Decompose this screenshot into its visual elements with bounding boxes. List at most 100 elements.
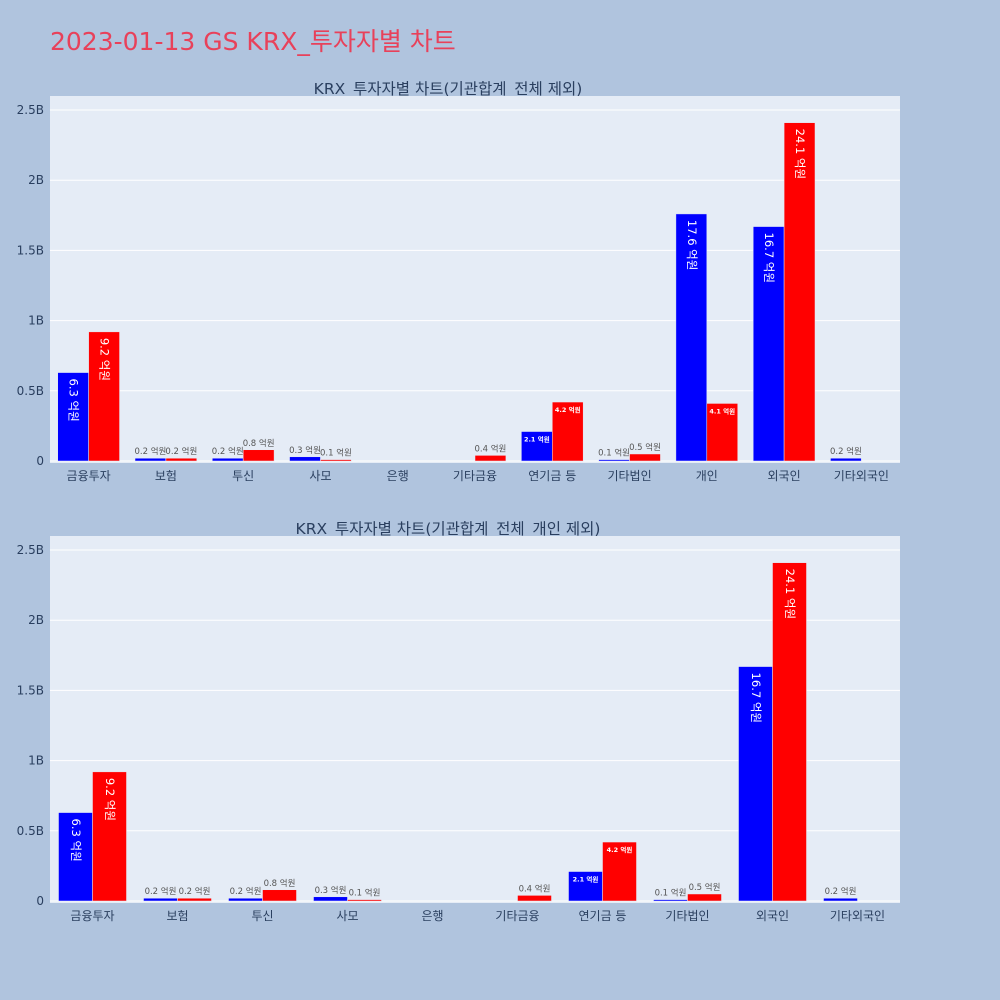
- x-tick-label: 은행: [421, 908, 443, 923]
- y-tick-label: 1B: [28, 754, 44, 768]
- data-label: 0.1 억원: [655, 888, 687, 899]
- x-tick-label: 기타금융: [495, 909, 539, 923]
- x-tick-label: 기타외국인: [830, 909, 885, 923]
- bar: [752, 226, 785, 462]
- bar: [177, 897, 212, 902]
- data-label: 0.2 억원: [179, 886, 211, 897]
- chart-bottom: KRX_투자자별 차트(기관합계_전체_개인 제외) 0 0.5B 1B 1.5B 2B 2…: [17, 520, 900, 923]
- data-label: 0.5 억원: [629, 442, 661, 453]
- data-label: 0.3 억원: [289, 445, 321, 456]
- bar: [242, 449, 275, 462]
- bar: [228, 897, 263, 902]
- y-tick-label: 0.5B: [17, 824, 44, 838]
- x-tick-label: 외국인: [768, 469, 801, 483]
- y-tick-label: 1.5B: [17, 243, 44, 257]
- data-label: 0.5 억원: [689, 882, 721, 893]
- bar: [57, 372, 89, 462]
- bar: [347, 899, 382, 902]
- x-tick-label: 연기금 등: [579, 909, 627, 923]
- data-label: 24.1 억원: [783, 569, 797, 619]
- bar: [598, 459, 630, 462]
- bar: [88, 331, 120, 462]
- data-label: 24.1 억원: [793, 129, 807, 179]
- y-tick-label: 2.5B: [17, 543, 44, 557]
- x-tick-label: 연기금 등: [528, 469, 576, 483]
- bar: [517, 895, 552, 902]
- data-label: 0.2 억원: [212, 446, 244, 457]
- chart-title: KRX_투자자별 차트(기관합계_전체_개인 제외): [296, 520, 601, 539]
- x-tick-label: 보험: [166, 909, 188, 923]
- data-label: 2.1 억원: [524, 435, 550, 444]
- page-title: 2023-01-13 GS KRX_투자자별 차트: [50, 27, 456, 56]
- bar: [602, 841, 637, 902]
- bar: [675, 213, 708, 462]
- data-label: 0.1 억원: [349, 888, 381, 899]
- y-tick-label: 0: [36, 454, 44, 468]
- data-label: 9.2 억원: [103, 778, 117, 821]
- data-label: 0.4 억원: [519, 883, 551, 894]
- data-label: 0.1 억원: [598, 448, 630, 459]
- chart-title: KRX_투자자별 차트(기관합계_전체 제외): [314, 80, 583, 99]
- bar: [552, 401, 584, 462]
- data-label: 0.1 억원: [320, 448, 352, 459]
- bar: [134, 457, 167, 462]
- bar: [143, 897, 178, 902]
- data-label: 4.1 억원: [709, 406, 735, 415]
- y-tick-label: 2B: [28, 613, 44, 627]
- y-tick-label: 2B: [28, 173, 44, 187]
- bar: [823, 897, 858, 902]
- data-label: 0.2 억원: [165, 446, 197, 457]
- y-tick-label: 1.5B: [17, 683, 44, 697]
- x-tick-label: 외국인: [756, 909, 789, 923]
- bar: [313, 896, 348, 902]
- data-label: 6.3 억원: [69, 819, 83, 862]
- x-tick-label: 기타법인: [665, 909, 709, 923]
- y-tick-label: 0.5B: [17, 384, 44, 398]
- data-label: 0.2 억원: [145, 886, 177, 897]
- data-label: 17.6 억원: [685, 220, 699, 270]
- bar: [830, 457, 862, 462]
- x-tick-label: 기타법인: [607, 469, 651, 483]
- data-label: 0.2 억원: [825, 886, 857, 897]
- data-label: 2.1 억원: [573, 875, 599, 884]
- data-label: 0.8 억원: [264, 878, 296, 889]
- x-tick-label: 사모: [309, 469, 331, 483]
- x-tick-label: 투신: [232, 469, 254, 483]
- bar: [92, 771, 127, 902]
- x-tick-label: 은행: [387, 468, 409, 483]
- data-label: 0.2 억원: [830, 446, 862, 457]
- x-tick-label: 사모: [336, 909, 358, 923]
- x-tick-label: 금융투자: [70, 909, 114, 923]
- data-label: 4.2 억원: [555, 405, 581, 414]
- bar: [320, 459, 352, 462]
- bar: [706, 403, 738, 462]
- data-label: 9.2 억원: [98, 338, 112, 381]
- bar: [474, 455, 507, 462]
- chart-top: KRX_투자자별 차트(기관합계_전체 제외) 0 0.5B 1B 1.5B 2B 2.5B…: [17, 80, 900, 483]
- y-tick-label: 2.5B: [17, 103, 44, 117]
- data-label: 0.2 억원: [230, 886, 262, 897]
- x-tick-label: 금융투자: [67, 469, 111, 483]
- bar: [653, 899, 688, 902]
- data-label: 4.2 억원: [607, 845, 633, 854]
- bar: [262, 889, 297, 902]
- x-tick-label: 개인: [696, 469, 718, 483]
- y-tick-label: 1B: [28, 314, 44, 328]
- y-tick-label: 0: [36, 894, 44, 908]
- bar: [687, 893, 722, 902]
- bar: [58, 812, 93, 902]
- data-label: 16.7 억원: [749, 673, 763, 723]
- data-label: 0.4 억원: [475, 443, 507, 454]
- bar: [212, 457, 244, 462]
- bar: [289, 456, 321, 462]
- bar: [772, 562, 807, 902]
- x-tick-label: 투신: [251, 909, 273, 923]
- x-tick-label: 기타금융: [453, 469, 497, 483]
- data-label: 0.2 억원: [135, 446, 167, 457]
- data-label: 0.3 억원: [315, 885, 347, 896]
- x-tick-label: 기타외국인: [834, 469, 889, 483]
- data-label: 0.8 억원: [243, 438, 275, 449]
- data-label: 6.3 억원: [67, 379, 81, 422]
- bar: [629, 453, 661, 462]
- bar: [165, 457, 198, 462]
